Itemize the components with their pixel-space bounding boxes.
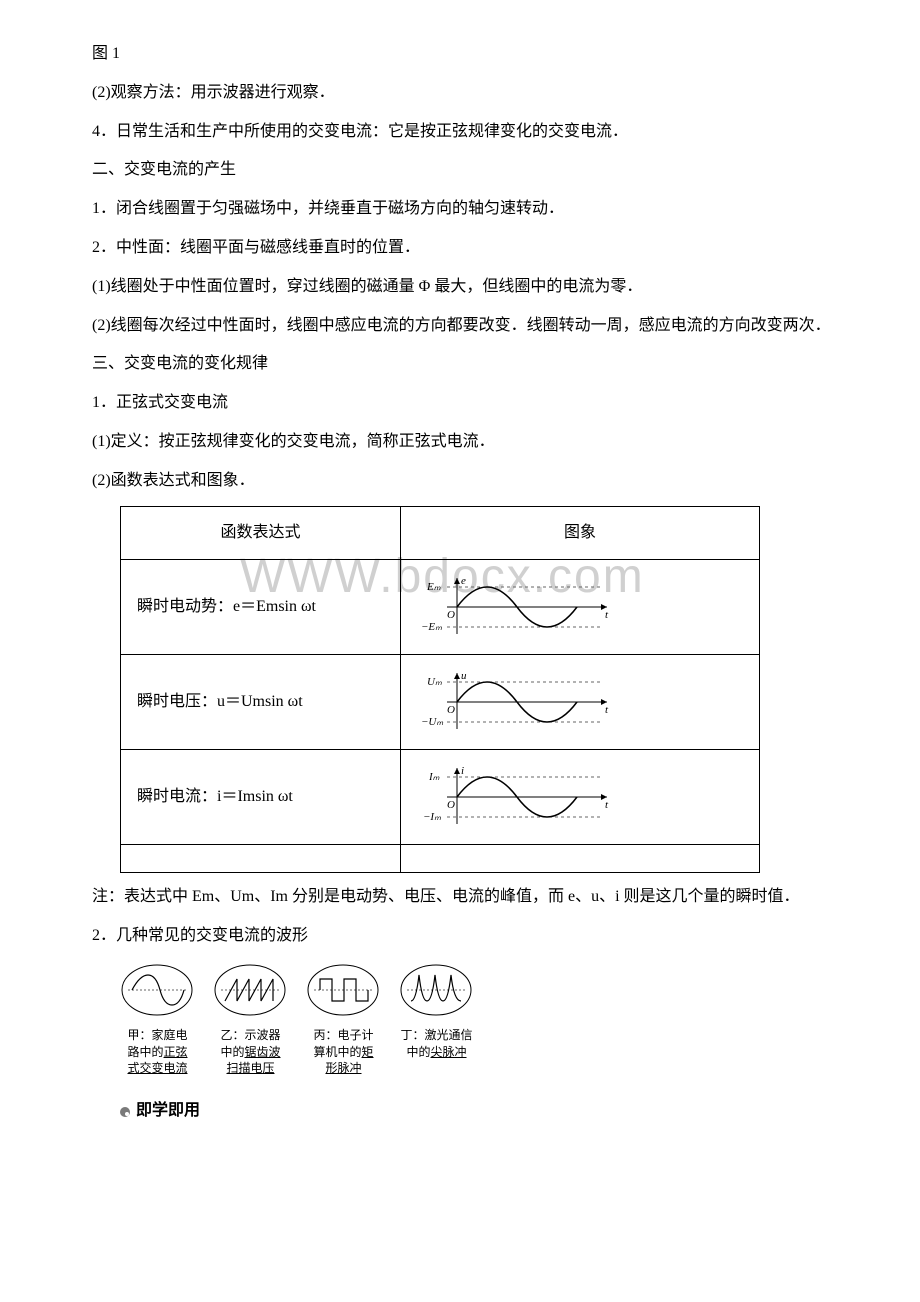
table-row: 瞬时电流：i＝Imsin ωt i Iₘ −Iₘ O t — [121, 750, 760, 845]
table-row: 瞬时电动势：e＝Emsin ωt e Eₘ −Eₘ O t — [121, 560, 760, 655]
wave-caption-b: 乙：示波器 中的锯齿波 扫描电压 — [213, 1027, 288, 1077]
waveform-square: 丙：电子计 算机中的矩 形脉冲 — [306, 963, 381, 1077]
paragraph: 2．几种常见的交变电流的波形 — [60, 922, 860, 951]
svg-text:O: O — [447, 799, 455, 811]
cell-formula-i: 瞬时电流：i＝Imsin ωt — [121, 750, 401, 845]
paragraph: 4．日常生活和生产中所使用的交变电流：它是按正弦规律变化的交变电流． — [60, 118, 860, 147]
svg-text:−Eₘ: −Eₘ — [421, 621, 442, 633]
header-formula: 函数表达式 — [121, 506, 401, 560]
paragraph: 2．中性面：线圈平面与磁感线垂直时的位置． — [60, 234, 860, 263]
cell-formula-u: 瞬时电压：u＝Umsin ωt — [121, 655, 401, 750]
sine-wave-icon — [120, 963, 195, 1018]
sawtooth-wave-icon — [213, 963, 288, 1018]
paragraph: (1)定义：按正弦规律变化的交变电流，简称正弦式电流． — [60, 428, 860, 457]
paragraph: 1．闭合线圈置于匀强磁场中，并绕垂直于磁场方向的轴匀速转动． — [60, 195, 860, 224]
svg-text:−Uₘ: −Uₘ — [421, 716, 443, 728]
svg-text:O: O — [447, 609, 455, 621]
formula-table: 函数表达式 图象 瞬时电动势：e＝Emsin ωt e Eₘ −Eₘ O — [120, 506, 760, 874]
paragraph: (2)线圈每次经过中性面时，线圈中感应电流的方向都要改变．线圈转动一周，感应电流… — [60, 312, 860, 341]
heading-generation: 二、交变电流的产生 — [60, 156, 860, 185]
paragraph: (2)函数表达式和图象． — [60, 467, 860, 496]
spike-wave-icon — [399, 963, 474, 1018]
paragraph: (1)线圈处于中性面位置时，穿过线圈的磁通量 Φ 最大，但线圈中的电流为零． — [60, 273, 860, 302]
table-row: 瞬时电压：u＝Umsin ωt u Uₘ −Uₘ O t — [121, 655, 760, 750]
cell-graph-i: i Iₘ −Iₘ O t — [401, 750, 760, 845]
table-row-empty — [121, 845, 760, 873]
waveform-sine: 甲：家庭电 路中的正弦 式交变电流 — [120, 963, 195, 1077]
wave-caption-a: 甲：家庭电 路中的正弦 式交变电流 — [120, 1027, 195, 1077]
header-graph: 图象 — [401, 506, 760, 560]
note-paragraph: 注：表达式中 Em、Um、Im 分别是电动势、电压、电流的峰值，而 e、u、i … — [60, 883, 860, 912]
svg-text:t: t — [605, 609, 609, 621]
wave-caption-c: 丙：电子计 算机中的矩 形脉冲 — [306, 1027, 381, 1077]
empty-cell — [401, 845, 760, 873]
sine-graph-u-icon: u Uₘ −Uₘ O t — [417, 667, 617, 737]
svg-text:t: t — [605, 799, 609, 811]
heading-rule: 三、交变电流的变化规律 — [60, 350, 860, 379]
cell-graph-e: e Eₘ −Eₘ O t — [401, 560, 760, 655]
paragraph: 1．正弦式交变电流 — [60, 389, 860, 418]
svg-text:−Iₘ: −Iₘ — [423, 811, 441, 823]
svg-text:i: i — [461, 765, 464, 777]
cell-formula-e: 瞬时电动势：e＝Emsin ωt — [121, 560, 401, 655]
waveform-sawtooth: 乙：示波器 中的锯齿波 扫描电压 — [213, 963, 288, 1077]
svg-text:Uₘ: Uₘ — [427, 676, 442, 688]
paragraph: (2)观察方法：用示波器进行观察． — [60, 79, 860, 108]
waveform-spike: 丁：激光通信 中的尖脉冲 — [399, 963, 474, 1077]
section-marker: 即学即用 — [120, 1097, 200, 1126]
table-header-row: 函数表达式 图象 — [121, 506, 760, 560]
sine-graph-i-icon: i Iₘ −Iₘ O t — [417, 762, 617, 832]
svg-text:u: u — [461, 670, 467, 682]
figure-caption: 图 1 — [60, 40, 860, 69]
svg-text:t: t — [605, 704, 609, 716]
svg-text:Iₘ: Iₘ — [428, 771, 440, 783]
section-label: 即学即用 — [136, 1097, 200, 1126]
empty-cell — [121, 845, 401, 873]
svg-text:O: O — [447, 704, 455, 716]
square-wave-icon — [306, 963, 381, 1018]
waveform-section: 甲：家庭电 路中的正弦 式交变电流 乙：示波器 中的锯齿波 扫描电压 丙：电子计… — [120, 963, 860, 1077]
cell-graph-u: u Uₘ −Uₘ O t — [401, 655, 760, 750]
bullet-icon — [120, 1107, 130, 1117]
svg-text:Eₘ: Eₘ — [426, 581, 441, 593]
svg-text:e: e — [461, 575, 466, 587]
wave-caption-d: 丁：激光通信 中的尖脉冲 — [399, 1027, 474, 1061]
sine-graph-e-icon: e Eₘ −Eₘ O t — [417, 572, 617, 642]
